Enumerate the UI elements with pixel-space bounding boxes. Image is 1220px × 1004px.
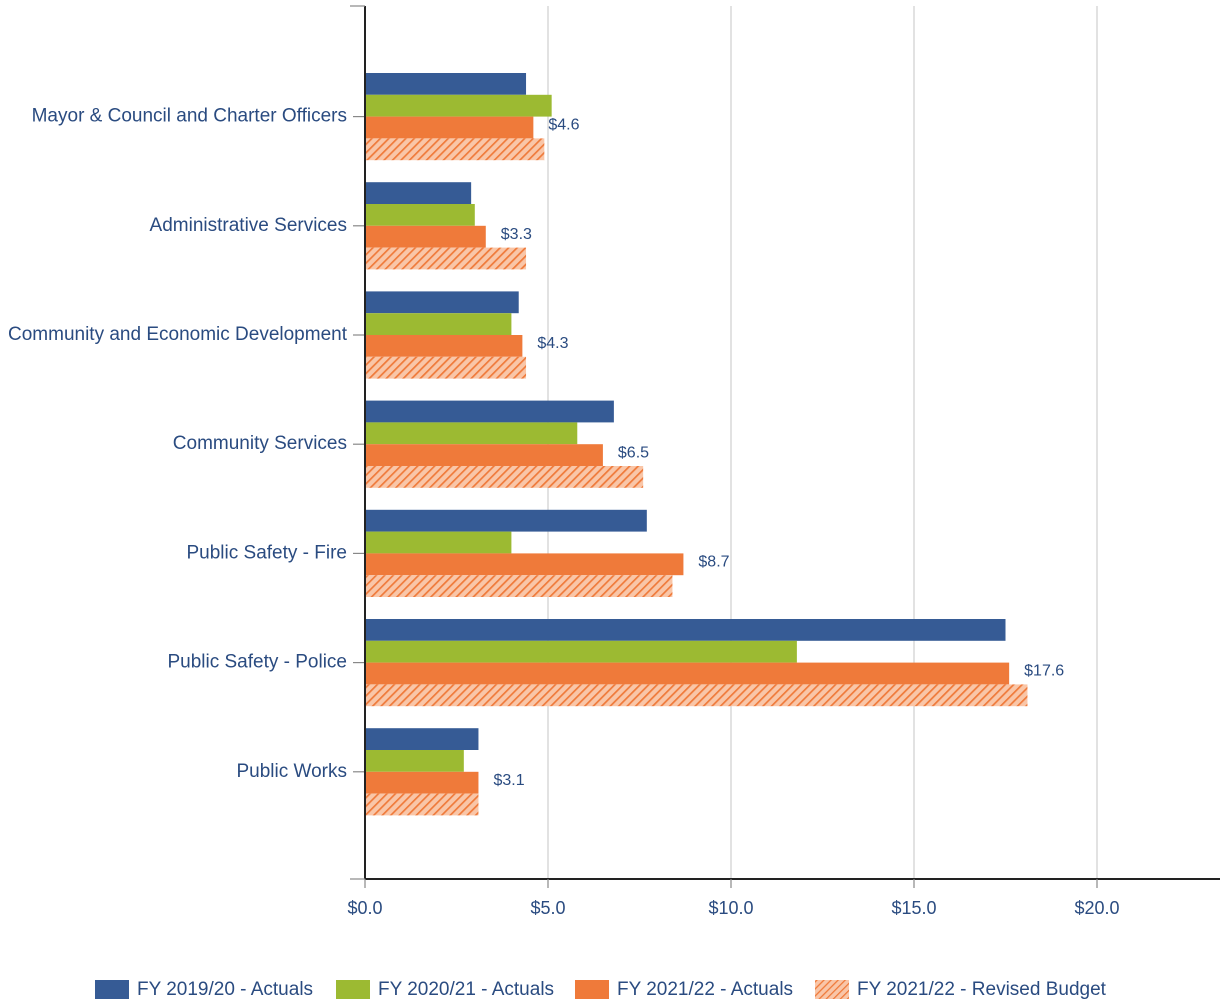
bar-3-3 <box>365 335 523 357</box>
bar-1-6 <box>365 619 1006 641</box>
bar-3-1 <box>365 116 534 139</box>
legend-swatch <box>95 980 129 999</box>
data-label: $17.6 <box>1024 663 1064 680</box>
bar-3-2 <box>365 225 486 248</box>
bar-2-2 <box>365 204 475 226</box>
x-tick-label: $0.0 <box>347 898 382 918</box>
bar-1-7 <box>365 728 479 750</box>
bar-1-1 <box>365 73 527 95</box>
category-label: Public Safety - Fire <box>187 542 348 563</box>
bar-2-7 <box>365 750 464 772</box>
bar-1-5 <box>365 509 647 532</box>
bar-4-6 <box>365 684 1028 707</box>
bar-4-5 <box>365 575 673 597</box>
bar-3-5 <box>365 553 684 576</box>
legend-label: FY 2021/22 - Actuals <box>617 979 793 1000</box>
legend: FY 2019/20 - Actuals FY 2020/21 - Actuals… <box>95 979 1107 1000</box>
bars <box>365 73 1028 816</box>
bar-1-4 <box>365 400 614 423</box>
x-tick-label: $5.0 <box>530 898 565 918</box>
bar-4-7 <box>365 793 479 816</box>
data-label: $3.3 <box>501 226 532 243</box>
legend-label: FY 2020/21 - Actuals <box>378 979 554 1000</box>
category-label: Public Safety - Police <box>167 652 347 673</box>
data-label: $8.7 <box>698 554 729 571</box>
category-label: Community Services <box>173 433 347 454</box>
data-label: $4.3 <box>537 335 568 352</box>
axes <box>350 5 1220 888</box>
bar-4-2 <box>365 247 527 270</box>
bar-4-1 <box>365 138 545 161</box>
grid-lines <box>547 6 1098 879</box>
x-tick-label: $20.0 <box>1074 898 1119 918</box>
x-tick-label: $15.0 <box>891 898 936 918</box>
data-label: $3.1 <box>493 772 524 789</box>
x-tick-label: $10.0 <box>708 898 753 918</box>
bar-2-4 <box>365 422 578 445</box>
bar-1-3 <box>365 291 519 314</box>
category-label: Public Works <box>236 761 347 782</box>
legend-swatch <box>575 980 609 999</box>
category-label: Community and Economic Development <box>8 324 348 345</box>
bar-2-5 <box>365 531 512 554</box>
bar-2-6 <box>365 640 797 663</box>
bar-2-1 <box>365 94 552 117</box>
bar-3-7 <box>365 771 479 794</box>
legend-swatch <box>815 980 849 999</box>
bar-1-2 <box>365 182 472 204</box>
legend-label: FY 2021/22 - Revised Budget <box>857 979 1107 1000</box>
bar-4-3 <box>365 356 527 379</box>
bar-2-3 <box>365 313 512 335</box>
bar-3-4 <box>365 444 603 466</box>
bar-4-4 <box>365 466 644 488</box>
data-label: $4.6 <box>548 117 579 134</box>
category-label: Administrative Services <box>150 215 347 236</box>
legend-label: FY 2019/20 - Actuals <box>137 979 313 1000</box>
data-label: $6.5 <box>618 444 649 461</box>
labels: $4.6 Mayor & Council and Charter Officers… <box>8 106 1120 918</box>
bar-3-6 <box>365 662 1010 685</box>
legend-swatch <box>336 980 370 999</box>
category-label: Mayor & Council and Charter Officers <box>32 106 347 127</box>
